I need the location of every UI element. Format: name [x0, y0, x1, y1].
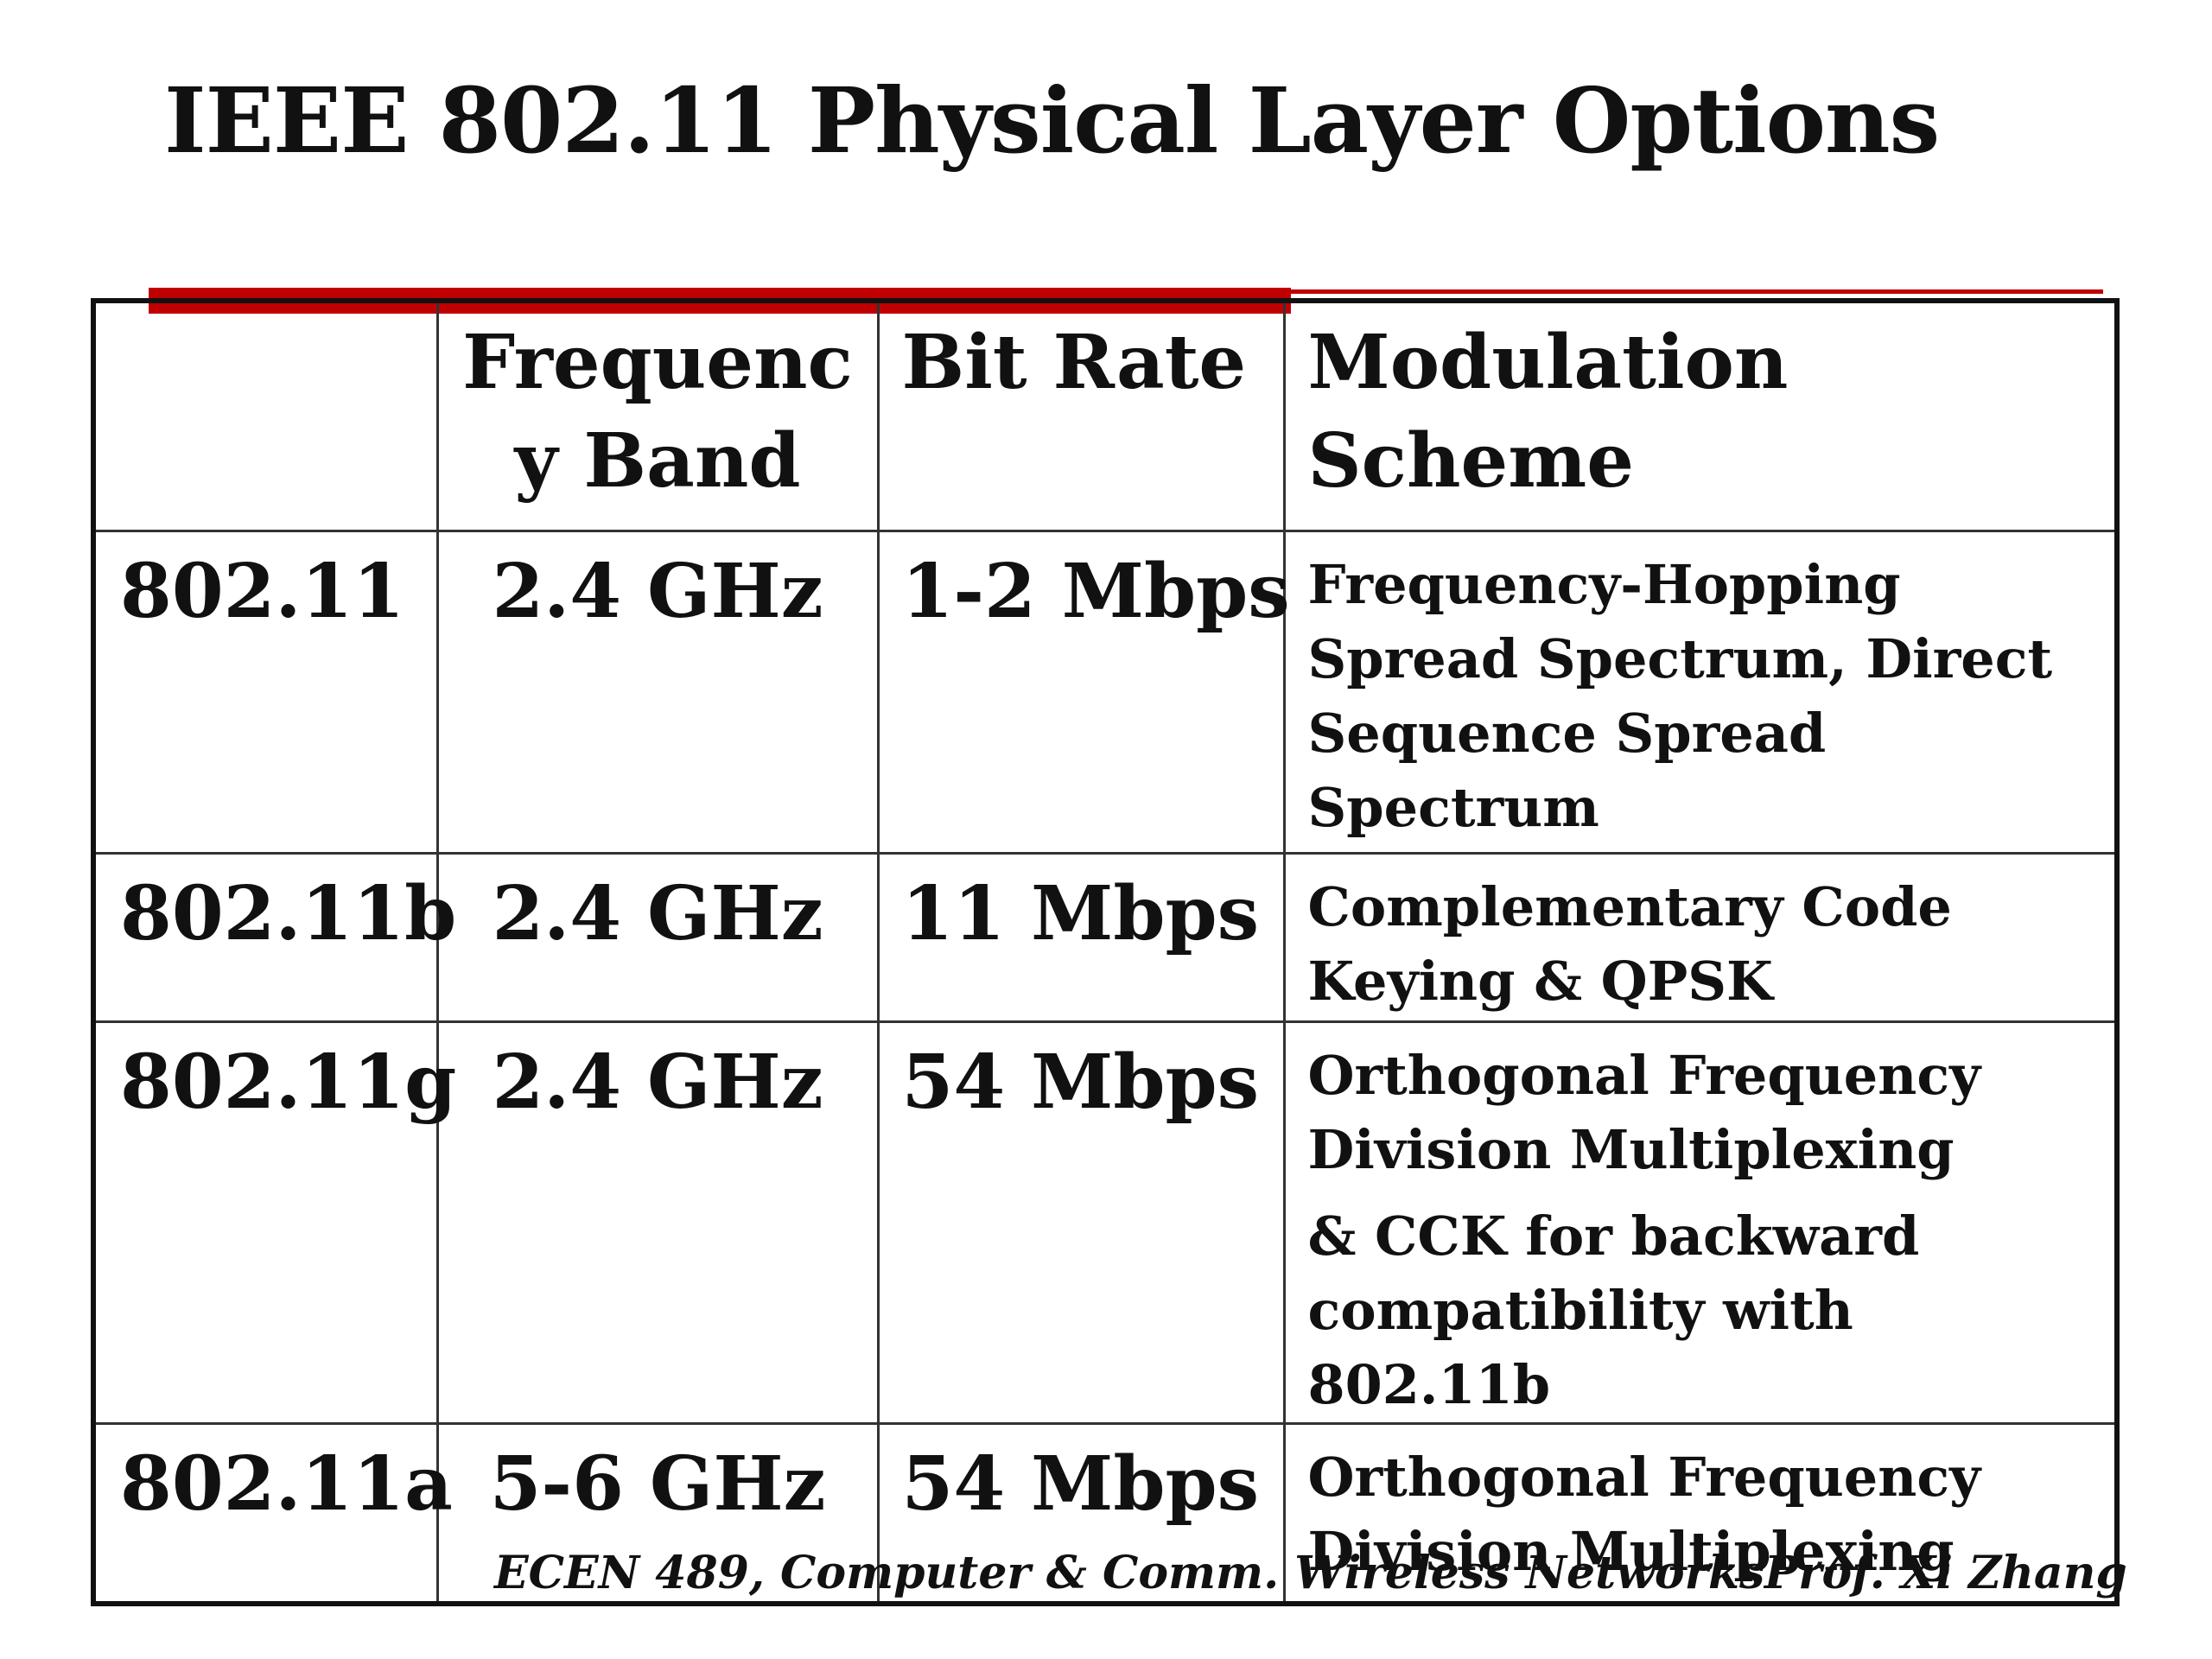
bit-rate-cell: 54 Mbps [876, 1020, 1286, 1425]
footer-author: Prof. Xi Zhang [1764, 1547, 2127, 1599]
bit-rate-cell: 11 Mbps [876, 852, 1286, 1023]
modulation-text: Frequency-Hopping Spread Spectrum, Direc… [1307, 553, 2053, 839]
modulation-text: Orthogonal Frequency Division Multiplexi… [1307, 1044, 1981, 1181]
header-bit-rate: Bit Rate [876, 299, 1286, 532]
modulation-cell: Complementary Code Keying & QPSK [1282, 852, 2119, 1023]
modulation-text: Complementary Code Keying & QPSK [1307, 875, 1952, 1013]
bit-rate-cell: 54 Mbps [876, 1422, 1286, 1605]
frequency-band-cell: 2.4 GHz [435, 530, 880, 855]
frequency-band-cell: 2.4 GHz [435, 852, 880, 1023]
frequency-band-cell: 2.4 GHz [435, 1020, 880, 1425]
footer-course: ECEN 489, Computer & Comm. Wireless Netw… [494, 1547, 1765, 1599]
standard-cell: 802.11a [92, 1422, 453, 1605]
modulation-extra-text: & CCK for backward compatibility with 80… [1307, 1205, 1920, 1416]
header-modulation-scheme: Modulation Scheme [1282, 299, 2119, 532]
slide-title: IEEE 802.11 Physical Layer Options [164, 67, 1940, 174]
modulation-cell: Orthogonal Frequency Division Multiplexi… [1282, 1422, 2119, 1605]
phy-options-table: Frequenc y Band Bit Rate Modulation Sche… [91, 298, 2120, 1606]
standard-cell: 802.11 [92, 530, 439, 855]
bit-rate-cell: 1-2 Mbps [876, 530, 1290, 855]
modulation-text: Orthogonal Frequency Division Multiplexi… [1307, 1446, 1981, 1583]
standard-cell: 802.11g [92, 1020, 456, 1425]
table-header-row: Frequenc y Band Bit Rate Modulation Sche… [92, 299, 2119, 532]
table-row: 802.11b 2.4 GHz 11 Mbps Complementary Co… [92, 852, 2119, 1023]
standard-cell: 802.11b [92, 852, 456, 1023]
header-frequency-band: Frequenc y Band [435, 299, 880, 532]
accent-line [1291, 289, 2103, 294]
modulation-cell: Frequency-Hopping Spread Spectrum, Direc… [1282, 530, 2119, 855]
table-row: 802.11a 5-6 GHz 54 Mbps Orthogonal Frequ… [92, 1422, 2119, 1605]
table-row: 802.11 2.4 GHz 1-2 Mbps Frequency-Hoppin… [92, 530, 2119, 855]
header-frequency-line1: Frequenc [462, 319, 853, 406]
table-row: 802.11g 2.4 GHz 54 Mbps Orthogonal Frequ… [92, 1020, 2119, 1425]
header-frequency-line2: y Band [514, 417, 801, 505]
frequency-band-cell: 5-6 GHz [435, 1422, 880, 1605]
header-standard [92, 299, 439, 532]
modulation-cell: Orthogonal Frequency Division Multiplexi… [1282, 1020, 2119, 1425]
